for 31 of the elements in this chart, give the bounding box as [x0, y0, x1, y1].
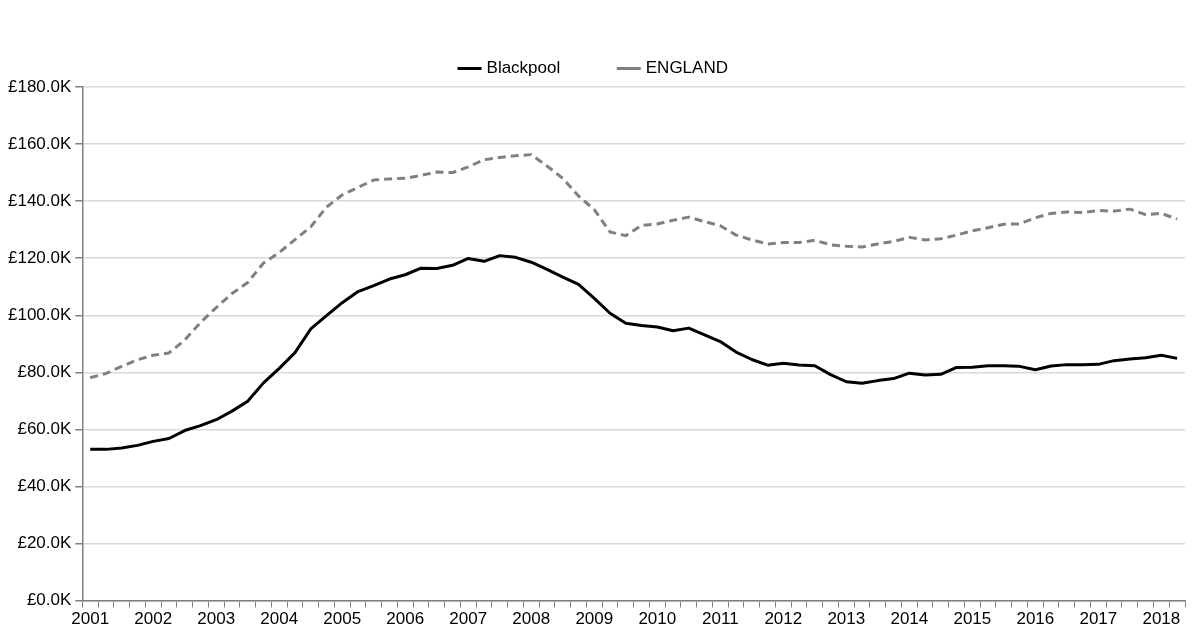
legend-label: Blackpool — [486, 58, 561, 78]
x-tick-label: 2007 — [449, 609, 488, 629]
x-tick-label: 2004 — [260, 609, 299, 629]
x-tick-label: 2015 — [953, 609, 992, 629]
y-tick-label: £20.0K — [17, 533, 72, 553]
x-tick-label: 2014 — [890, 609, 929, 629]
x-tick-label: 2008 — [512, 609, 551, 629]
y-tick-label: £40.0K — [17, 476, 72, 496]
y-tick-label: £180.0K — [7, 76, 72, 96]
y-tick-label: £80.0K — [17, 362, 72, 382]
x-tick-label: 2009 — [575, 609, 614, 629]
x-tick-label: 2001 — [71, 609, 110, 629]
x-tick-label: 2010 — [638, 609, 677, 629]
legend-label: ENGLAND — [645, 58, 728, 78]
x-tick-label: 2017 — [1079, 609, 1118, 629]
y-tick-label: £160.0K — [7, 133, 72, 153]
line-series — [88, 153, 1179, 380]
y-tick-label: £60.0K — [17, 419, 72, 439]
x-tick-label: 2013 — [827, 609, 866, 629]
y-tick-label: £120.0K — [7, 247, 72, 267]
x-tick-label: 2005 — [323, 609, 362, 629]
x-tick-label: 2012 — [764, 609, 803, 629]
x-tick-label: 2002 — [134, 609, 173, 629]
y-tick-label: £100.0K — [7, 304, 72, 324]
y-tick-label: £0.0K — [26, 590, 72, 610]
x-tick-label: 2003 — [197, 609, 236, 629]
x-tick-label: 2006 — [386, 609, 425, 629]
x-tick-label: 2016 — [1016, 609, 1055, 629]
x-tick-label: 2018 — [1142, 609, 1181, 629]
y-tick-label: £140.0K — [7, 190, 72, 210]
x-tick-label: 2011 — [702, 609, 739, 629]
